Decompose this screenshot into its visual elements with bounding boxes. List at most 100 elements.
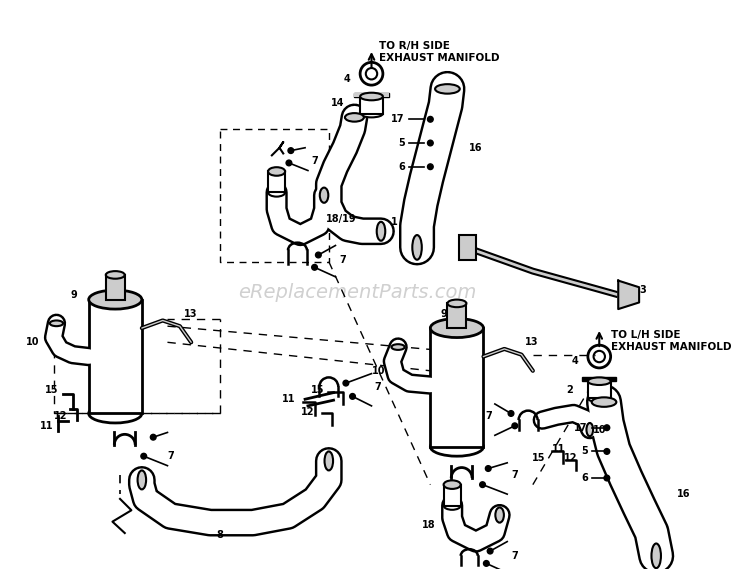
Bar: [355, 93, 388, 96]
Text: 11: 11: [282, 394, 296, 404]
Text: 9: 9: [441, 309, 448, 319]
Text: 6: 6: [581, 473, 588, 483]
Text: 7: 7: [339, 255, 346, 265]
Ellipse shape: [376, 222, 386, 241]
Ellipse shape: [444, 481, 460, 489]
Text: 16: 16: [677, 489, 691, 499]
Ellipse shape: [320, 187, 328, 203]
Text: 17: 17: [392, 114, 405, 124]
Text: 16: 16: [470, 142, 483, 153]
Text: 3: 3: [639, 285, 646, 295]
Text: 7: 7: [485, 411, 492, 421]
Ellipse shape: [88, 404, 142, 423]
Text: 11: 11: [40, 421, 53, 431]
Ellipse shape: [588, 377, 610, 385]
Text: 13: 13: [525, 338, 538, 347]
Text: 11: 11: [552, 444, 566, 454]
Circle shape: [350, 394, 355, 399]
Circle shape: [141, 453, 146, 459]
Ellipse shape: [444, 501, 460, 510]
Text: 6: 6: [398, 162, 405, 172]
Text: 7: 7: [511, 470, 518, 480]
Text: 12: 12: [54, 411, 68, 421]
Ellipse shape: [137, 471, 146, 489]
Text: 2: 2: [566, 385, 573, 395]
Text: 15: 15: [310, 385, 324, 395]
Circle shape: [427, 140, 433, 146]
Ellipse shape: [106, 271, 124, 279]
Ellipse shape: [50, 321, 63, 326]
Ellipse shape: [325, 451, 333, 471]
Bar: [106, 275, 124, 300]
Ellipse shape: [88, 290, 142, 309]
Ellipse shape: [392, 344, 405, 350]
Circle shape: [484, 561, 489, 566]
Circle shape: [288, 148, 294, 154]
Ellipse shape: [345, 113, 364, 121]
Text: TO R/H SIDE
EXHAUST MANIFOLD: TO R/H SIDE EXHAUST MANIFOLD: [379, 41, 500, 63]
Text: 18/19: 18/19: [326, 214, 356, 224]
Bar: [448, 304, 466, 328]
Text: 13: 13: [184, 309, 197, 319]
Circle shape: [604, 449, 610, 454]
Bar: [430, 328, 484, 447]
Text: 7: 7: [374, 382, 381, 392]
Circle shape: [480, 482, 485, 488]
Text: 1: 1: [391, 217, 398, 227]
Ellipse shape: [268, 167, 285, 176]
Circle shape: [427, 116, 433, 122]
Text: 15: 15: [532, 453, 545, 463]
Ellipse shape: [360, 93, 383, 100]
Polygon shape: [618, 280, 639, 309]
Text: 15: 15: [45, 385, 58, 395]
Text: 12: 12: [301, 406, 314, 416]
Ellipse shape: [435, 84, 460, 93]
Ellipse shape: [592, 397, 616, 407]
Circle shape: [316, 252, 321, 258]
Text: 7: 7: [312, 156, 319, 166]
Circle shape: [312, 265, 317, 270]
Ellipse shape: [360, 110, 383, 117]
Circle shape: [286, 160, 292, 166]
Ellipse shape: [495, 507, 504, 523]
Text: 17: 17: [574, 423, 588, 433]
Text: 14: 14: [332, 98, 345, 108]
Bar: [88, 300, 142, 413]
Text: 5: 5: [581, 446, 588, 457]
Ellipse shape: [448, 300, 466, 307]
Text: 18: 18: [422, 520, 435, 530]
Text: 10: 10: [26, 338, 39, 347]
Ellipse shape: [268, 188, 285, 197]
Text: 10: 10: [592, 425, 606, 434]
Ellipse shape: [652, 544, 661, 568]
Circle shape: [427, 164, 433, 169]
Text: 10: 10: [372, 366, 386, 376]
Text: 9: 9: [70, 290, 77, 300]
Circle shape: [485, 465, 491, 471]
Text: 4: 4: [344, 74, 350, 85]
Ellipse shape: [413, 235, 422, 260]
Text: 7: 7: [167, 451, 174, 461]
Bar: [268, 172, 285, 192]
Text: TO L/H SIDE
EXHAUST MANIFOLD: TO L/H SIDE EXHAUST MANIFOLD: [610, 330, 731, 352]
Bar: [588, 381, 610, 398]
Text: 5: 5: [398, 138, 405, 148]
Ellipse shape: [430, 437, 484, 456]
Circle shape: [343, 380, 349, 386]
Bar: [582, 377, 616, 381]
Text: eReplacementParts.com: eReplacementParts.com: [238, 283, 476, 301]
Circle shape: [509, 411, 514, 416]
Circle shape: [512, 423, 517, 429]
Bar: [360, 96, 383, 113]
Ellipse shape: [588, 395, 610, 402]
Bar: [459, 235, 476, 260]
Bar: [444, 485, 460, 506]
Circle shape: [488, 548, 493, 554]
Text: 8: 8: [216, 530, 223, 540]
Circle shape: [151, 434, 156, 440]
Circle shape: [604, 475, 610, 481]
Circle shape: [604, 425, 610, 430]
Bar: [355, 93, 388, 96]
Text: 4: 4: [572, 356, 578, 366]
Ellipse shape: [586, 423, 593, 436]
